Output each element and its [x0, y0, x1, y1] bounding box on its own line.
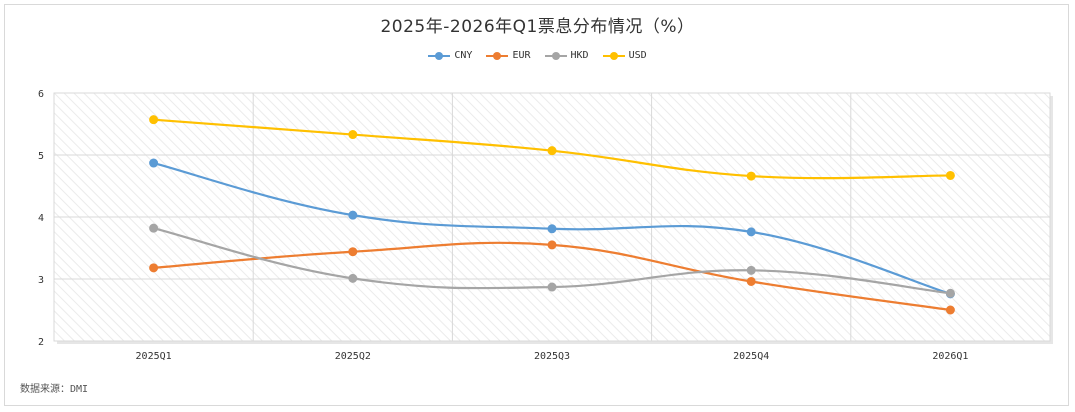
y-tick-label: 2 — [38, 337, 44, 348]
data-point-cny — [746, 227, 756, 237]
data-point-cny — [149, 158, 159, 168]
y-tick-label: 4 — [38, 213, 44, 224]
legend-label-eur: EUR — [512, 50, 531, 61]
legend-label-hkd: HKD — [570, 50, 589, 61]
data-source-note: 数据来源：DMI — [20, 384, 89, 395]
y-tick-label: 6 — [38, 89, 44, 100]
x-tick-label: 2025Q2 — [335, 351, 371, 362]
chart-legend: CNY EUR HKD USD — [0, 50, 1075, 61]
x-tick-label: 2025Q3 — [534, 351, 570, 362]
legend-item-hkd[interactable]: HKD — [544, 50, 589, 61]
legend-item-cny[interactable]: CNY — [428, 50, 472, 61]
legend-swatch-hkd — [544, 51, 567, 61]
y-tick-label: 5 — [38, 151, 44, 162]
x-tick-label: 2026Q1 — [932, 351, 968, 362]
data-point-hkd — [945, 288, 955, 298]
data-point-hkd — [746, 265, 756, 275]
data-point-eur — [547, 240, 557, 250]
data-point-hkd — [547, 282, 557, 292]
x-tick-label: 2025Q1 — [136, 351, 172, 362]
chart-title: 2025年-2026年Q1票息分布情况（%） — [380, 17, 695, 37]
legend-label-cny: CNY — [454, 50, 473, 61]
legend-item-usd[interactable]: USD — [602, 50, 647, 61]
data-point-hkd — [149, 223, 159, 233]
data-point-usd — [945, 170, 955, 180]
data-point-eur — [348, 247, 358, 257]
data-point-usd — [149, 115, 159, 125]
data-point-cny — [547, 224, 557, 234]
x-tick-label: 2025Q4 — [733, 351, 769, 362]
legend-label-usd: USD — [628, 50, 647, 61]
data-point-usd — [348, 130, 358, 140]
data-point-eur — [149, 263, 159, 273]
legend-swatch-cny — [428, 51, 451, 61]
data-point-eur — [746, 276, 756, 286]
legend-swatch-eur — [486, 51, 509, 61]
data-point-eur — [945, 305, 955, 315]
data-point-usd — [746, 171, 756, 181]
data-point-usd — [547, 146, 557, 156]
data-point-cny — [348, 210, 358, 220]
y-tick-label: 3 — [38, 275, 44, 286]
legend-item-eur[interactable]: EUR — [486, 50, 531, 61]
legend-swatch-usd — [602, 51, 625, 61]
data-point-hkd — [348, 273, 358, 283]
